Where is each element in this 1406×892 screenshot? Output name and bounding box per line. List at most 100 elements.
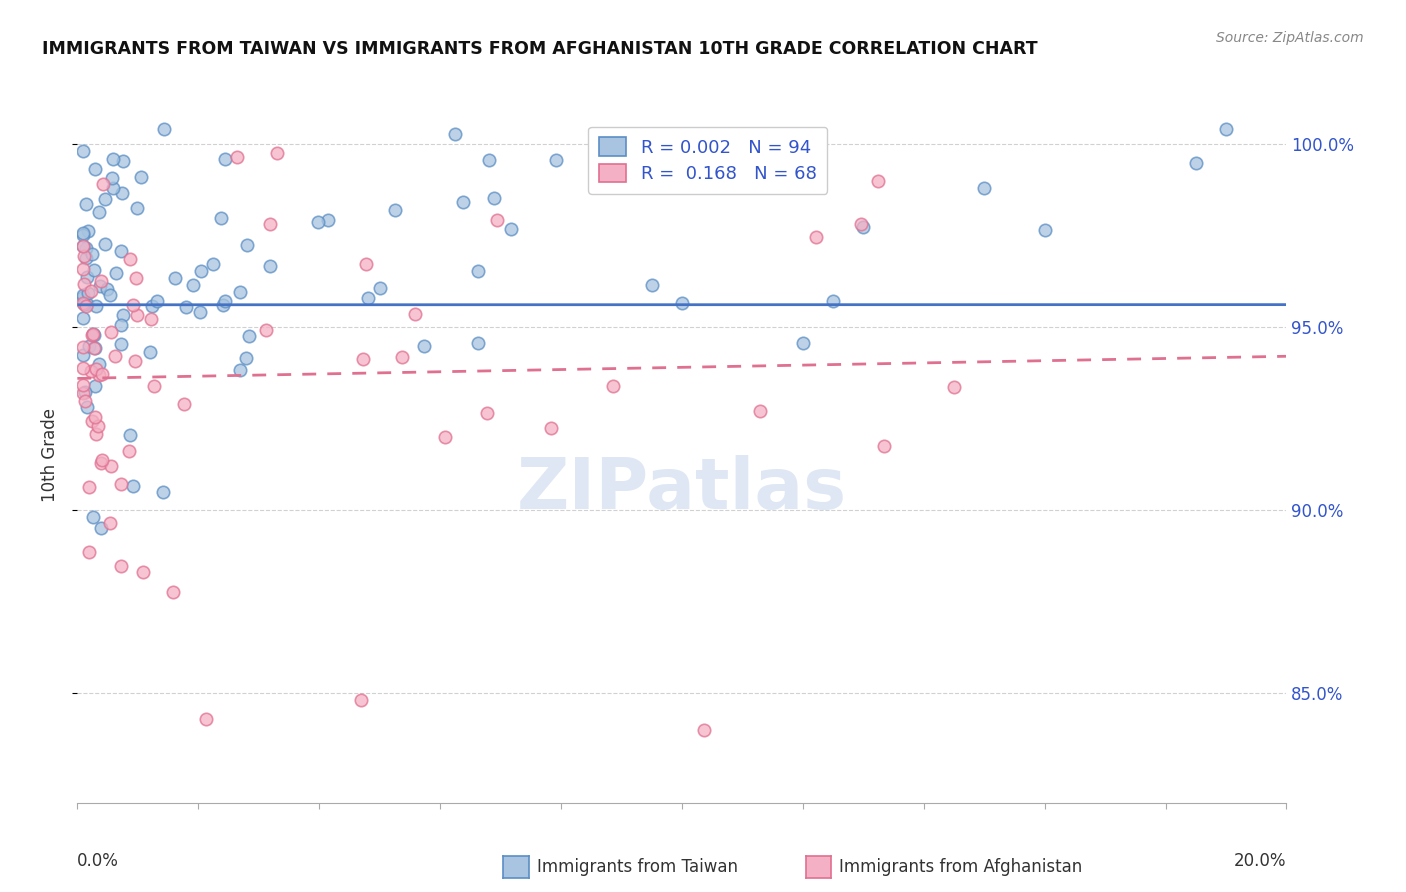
Point	[72, 288, 94, 302]
Point	[124, 354, 146, 368]
Point	[749, 404, 772, 418]
Point	[111, 154, 134, 169]
Point	[93, 192, 115, 206]
Point	[96, 282, 118, 296]
Point	[434, 429, 457, 443]
Point	[100, 326, 122, 340]
Point	[84, 361, 107, 376]
Point	[91, 368, 114, 382]
Point	[804, 229, 827, 244]
Point	[110, 318, 132, 332]
Point	[307, 215, 329, 229]
Point	[104, 266, 127, 280]
Point	[236, 237, 259, 252]
Point	[100, 459, 122, 474]
Point	[72, 290, 94, 304]
Point	[82, 510, 104, 524]
Point	[174, 300, 197, 314]
Point	[404, 307, 426, 321]
Point	[103, 180, 125, 194]
Point	[868, 174, 890, 188]
Point	[76, 400, 98, 414]
Point	[413, 338, 436, 352]
Point	[356, 291, 378, 305]
Point	[478, 153, 501, 168]
Point	[76, 269, 98, 284]
Point	[451, 194, 474, 209]
Point	[72, 348, 94, 362]
Point	[83, 263, 105, 277]
Point	[94, 236, 117, 251]
Point	[89, 279, 111, 293]
Point	[693, 723, 716, 737]
Point	[110, 244, 132, 258]
Point	[82, 327, 104, 342]
Point	[873, 439, 896, 453]
Point	[214, 152, 236, 166]
Point	[235, 351, 257, 366]
Point	[72, 239, 94, 253]
Point	[973, 181, 995, 195]
Point	[72, 296, 94, 310]
Text: Immigrants from Afghanistan: Immigrants from Afghanistan	[839, 858, 1083, 876]
Point	[77, 545, 100, 559]
Point	[121, 298, 143, 312]
Point	[72, 386, 94, 401]
Text: Source: ZipAtlas.com: Source: ZipAtlas.com	[1216, 31, 1364, 45]
Point	[91, 177, 114, 191]
Point	[110, 337, 132, 351]
Point	[79, 480, 101, 494]
Point	[101, 152, 124, 166]
Point	[823, 293, 845, 308]
Point	[72, 360, 94, 375]
Point	[125, 308, 148, 322]
Text: ZIPatlas: ZIPatlas	[517, 455, 846, 524]
Point	[101, 171, 124, 186]
Point	[138, 344, 160, 359]
Point	[849, 217, 872, 231]
Point	[98, 516, 121, 530]
Point	[110, 558, 132, 573]
Point	[83, 328, 105, 343]
Point	[122, 478, 145, 492]
Point	[1185, 155, 1208, 169]
Point	[163, 271, 186, 285]
Point	[118, 444, 141, 458]
Point	[75, 393, 97, 408]
Point	[349, 693, 371, 707]
Point	[77, 224, 100, 238]
Point	[501, 221, 523, 235]
Point	[77, 285, 100, 300]
Point	[368, 281, 391, 295]
Point	[352, 351, 374, 366]
Y-axis label: 10th Grade: 10th Grade	[41, 408, 59, 502]
Point	[254, 323, 277, 337]
Point	[152, 484, 174, 499]
Point	[226, 150, 249, 164]
Point	[75, 197, 97, 211]
Point	[76, 297, 98, 311]
Point	[90, 521, 112, 535]
Point	[188, 304, 211, 318]
Point	[201, 256, 224, 270]
Point	[73, 385, 96, 400]
Point	[641, 278, 664, 293]
Point	[125, 201, 148, 215]
Point	[259, 217, 281, 231]
Point	[152, 122, 174, 136]
Point	[87, 357, 110, 371]
Point	[83, 379, 105, 393]
Point	[100, 288, 122, 302]
Point	[72, 311, 94, 326]
Point	[84, 341, 107, 355]
Point	[112, 308, 135, 322]
Point	[384, 202, 406, 217]
Point	[118, 427, 141, 442]
Point	[162, 585, 184, 599]
Point	[80, 363, 103, 377]
Point	[391, 350, 413, 364]
Legend: R = 0.002   N = 94, R =  0.168   N = 68: R = 0.002 N = 94, R = 0.168 N = 68	[588, 127, 827, 194]
Point	[111, 186, 134, 201]
Point	[72, 145, 94, 159]
Point	[72, 340, 94, 354]
